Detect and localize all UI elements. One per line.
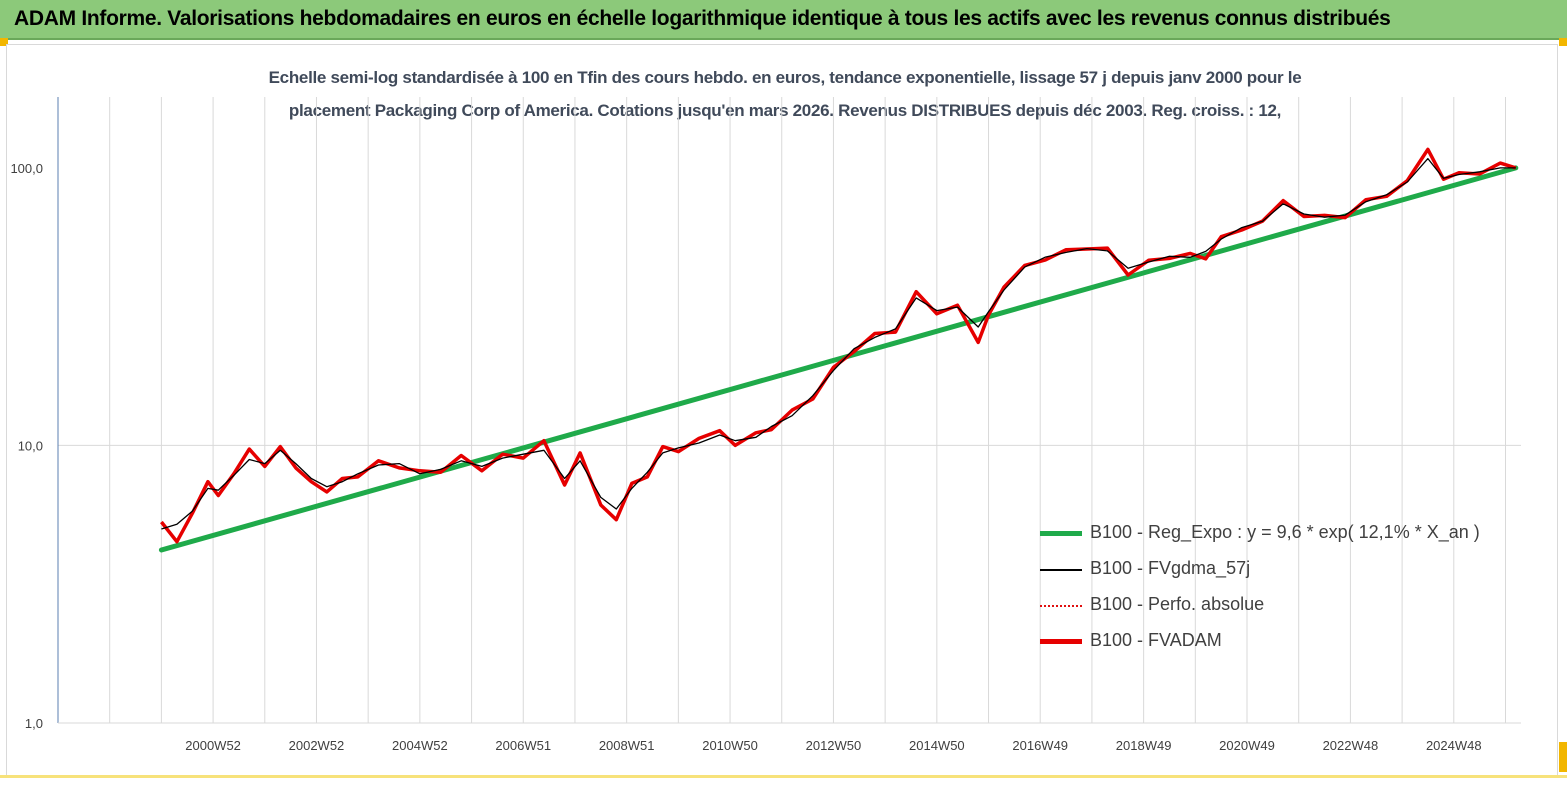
x-tick-label: 2000W52	[185, 738, 241, 753]
legend-label: B100 - FVADAM	[1090, 630, 1222, 650]
x-tick-label: 2010W50	[702, 738, 758, 753]
series-line-reg-expo	[158, 165, 1519, 553]
legend-swatch-red	[1040, 639, 1082, 644]
x-tick-label: 2014W50	[909, 738, 965, 753]
header-banner: ADAM Informe. Valorisations hebdomadaire…	[0, 0, 1567, 40]
legend-label: B100 - FVgdma_57j	[1090, 558, 1251, 578]
bottom-line	[0, 775, 1567, 778]
page-title: ADAM Informe. Valorisations hebdomadaire…	[14, 7, 1391, 30]
x-tick-label: 2018W49	[1116, 738, 1172, 753]
chart-subtitle-line1: Echelle semi-log standardisée à 100 en T…	[268, 68, 1302, 87]
x-tick-label: 2016W49	[1012, 738, 1068, 753]
legend-item-fvgdma: B100 - FVgdma_57j	[1040, 558, 1500, 582]
legend-swatch-black	[1040, 569, 1082, 571]
x-tick-label: 2004W52	[392, 738, 448, 753]
legend-item-perfo: B100 - Perfo. absolue	[1040, 594, 1500, 618]
legend-swatch-green	[1040, 531, 1082, 536]
corner-marker	[1559, 38, 1567, 46]
x-tick-label: 2012W50	[806, 738, 862, 753]
x-tick-label: 2008W51	[599, 738, 655, 753]
legend-label: B100 - Perfo. absolue	[1090, 594, 1265, 614]
chart-subtitle-line2: placement Packaging Corp of America. Cot…	[288, 101, 1282, 120]
x-tick-label: 2002W52	[289, 738, 345, 753]
corner-marker	[0, 38, 8, 46]
y-tick-label: 10,0	[18, 438, 43, 453]
y-tick-label: 1,0	[25, 716, 43, 731]
corner-marker	[1559, 742, 1567, 772]
series-line-fvadam	[160, 147, 1517, 544]
legend-item-reg-expo: B100 - Reg_Expo : y = 9,6 * exp( 12,1% *…	[1040, 522, 1500, 546]
legend-label: B100 - Reg_Expo : y = 9,6 * exp( 12,1% *…	[1090, 522, 1480, 542]
series-line-fvgdma	[161, 157, 1516, 530]
x-tick-label: 2006W51	[495, 738, 551, 753]
y-tick-label: 100,0	[10, 161, 43, 176]
x-tick-label: 2022W48	[1323, 738, 1379, 753]
x-tick-label: 2024W48	[1426, 738, 1482, 753]
x-tick-label: 2020W49	[1219, 738, 1275, 753]
legend-swatch-dotted-red	[1040, 605, 1082, 607]
legend-item-fvadam: B100 - FVADAM	[1040, 630, 1500, 654]
